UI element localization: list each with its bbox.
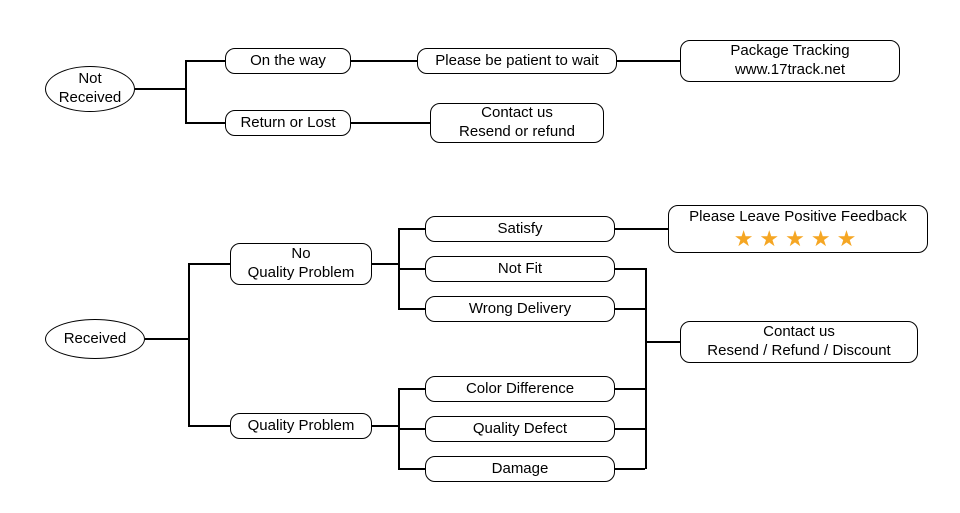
node-satisfy: Satisfy [425,216,615,242]
edge [398,228,425,230]
edge [615,308,645,310]
edge [185,60,187,123]
node-label: Please Leave Positive Feedback [689,208,907,227]
edge [145,338,188,340]
node-label: Damage [492,460,549,479]
node-label: Satisfy [497,220,542,239]
edge [398,468,425,470]
node-label: Quality Problem [248,417,355,436]
edge [185,60,225,62]
edge [135,88,185,90]
node-label: Contact us [763,323,835,342]
node-label: Return or Lost [240,114,335,133]
edge [645,341,680,343]
node-received: Received [45,319,145,359]
edge [188,425,230,427]
edge [645,268,647,469]
edge [398,388,425,390]
node-label: Not [78,70,101,89]
edge [372,263,398,265]
node-no-quality-problem: No Quality Problem [230,243,372,285]
node-label: Received [59,89,122,108]
node-on-the-way: On the way [225,48,351,74]
edge [351,122,430,124]
edge [398,308,425,310]
node-label: Please be patient to wait [435,52,598,71]
node-label: Resend / Refund / Discount [707,342,890,361]
node-label: Resend or refund [459,123,575,142]
node-label: Package Tracking [730,42,849,61]
node-positive-feedback: Please Leave Positive Feedback ★★★★★ [668,205,928,253]
edge [615,228,668,230]
node-label: Quality Defect [473,420,567,439]
edge [188,263,190,426]
node-quality-problem: Quality Problem [230,413,372,439]
edge [398,428,425,430]
edge [398,268,425,270]
edge [615,468,645,470]
edge [351,60,417,62]
node-label: Not Fit [498,260,542,279]
node-label: Received [64,330,127,349]
node-label: On the way [250,52,326,71]
edge [615,268,645,270]
node-package-tracking: Package Tracking www.17track.net [680,40,900,82]
edge [615,388,645,390]
edge [188,263,230,265]
node-label: www.17track.net [735,61,845,80]
node-wrong-delivery: Wrong Delivery [425,296,615,322]
node-label: Contact us [481,104,553,123]
node-color-difference: Color Difference [425,376,615,402]
node-contact-resend-refund: Contact us Resend or refund [430,103,604,143]
node-damage: Damage [425,456,615,482]
node-not-fit: Not Fit [425,256,615,282]
node-return-or-lost: Return or Lost [225,110,351,136]
edge [185,122,225,124]
stars-icon: ★★★★★ [734,228,863,250]
node-quality-defect: Quality Defect [425,416,615,442]
node-label: Quality Problem [248,264,355,283]
node-contact-discount: Contact us Resend / Refund / Discount [680,321,918,363]
node-label: Color Difference [466,380,574,399]
edge [372,425,398,427]
node-please-wait: Please be patient to wait [417,48,617,74]
edge [615,428,645,430]
node-label: No [291,245,310,264]
edge [617,60,680,62]
node-not-received: Not Received [45,66,135,112]
node-label: Wrong Delivery [469,300,571,319]
